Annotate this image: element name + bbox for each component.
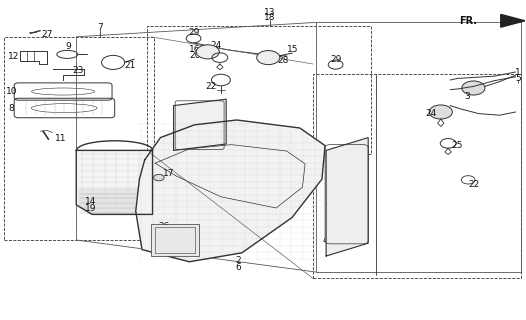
- Circle shape: [429, 105, 452, 119]
- Text: 6: 6: [236, 263, 241, 272]
- Polygon shape: [501, 14, 525, 27]
- Text: 19: 19: [85, 204, 96, 212]
- Text: 10: 10: [6, 87, 17, 96]
- Text: 1: 1: [515, 68, 521, 76]
- Polygon shape: [76, 150, 153, 214]
- Text: 20: 20: [189, 51, 200, 60]
- Text: 18: 18: [264, 13, 276, 22]
- Text: 26: 26: [158, 222, 170, 231]
- Text: 7: 7: [97, 23, 103, 32]
- Circle shape: [257, 51, 280, 65]
- Text: 14: 14: [85, 197, 96, 206]
- Text: 4: 4: [322, 236, 328, 245]
- Polygon shape: [174, 99, 226, 150]
- Text: 29: 29: [330, 55, 341, 64]
- Text: 21: 21: [125, 61, 136, 70]
- Text: 24: 24: [210, 41, 221, 50]
- Text: 15: 15: [287, 45, 299, 54]
- Text: 16: 16: [189, 45, 200, 54]
- Text: 23: 23: [72, 66, 84, 75]
- Polygon shape: [150, 141, 174, 214]
- Polygon shape: [326, 138, 368, 256]
- Polygon shape: [136, 120, 325, 262]
- Text: FR.: FR.: [460, 16, 478, 26]
- Circle shape: [462, 81, 485, 95]
- Text: 17: 17: [163, 169, 174, 178]
- Text: 11: 11: [55, 134, 66, 143]
- Text: 25: 25: [451, 141, 462, 150]
- Bar: [313, 74, 521, 278]
- Bar: [151, 224, 199, 256]
- Text: 3: 3: [464, 92, 470, 100]
- Text: 22: 22: [469, 180, 480, 188]
- Text: 5: 5: [515, 74, 521, 83]
- Text: 22: 22: [206, 82, 217, 91]
- Polygon shape: [79, 189, 150, 214]
- Bar: [147, 26, 371, 154]
- Text: 8: 8: [9, 104, 14, 113]
- Bar: [155, 227, 195, 253]
- Text: 27: 27: [42, 30, 53, 39]
- Circle shape: [154, 174, 164, 181]
- Text: 12: 12: [7, 52, 19, 60]
- Text: 24: 24: [426, 109, 437, 118]
- Text: 29: 29: [188, 28, 199, 37]
- Bar: [4, 37, 154, 240]
- Circle shape: [196, 45, 219, 59]
- Text: 9: 9: [66, 42, 71, 51]
- Text: 28: 28: [277, 56, 289, 65]
- Text: 2: 2: [236, 256, 241, 265]
- Text: 13: 13: [264, 8, 276, 17]
